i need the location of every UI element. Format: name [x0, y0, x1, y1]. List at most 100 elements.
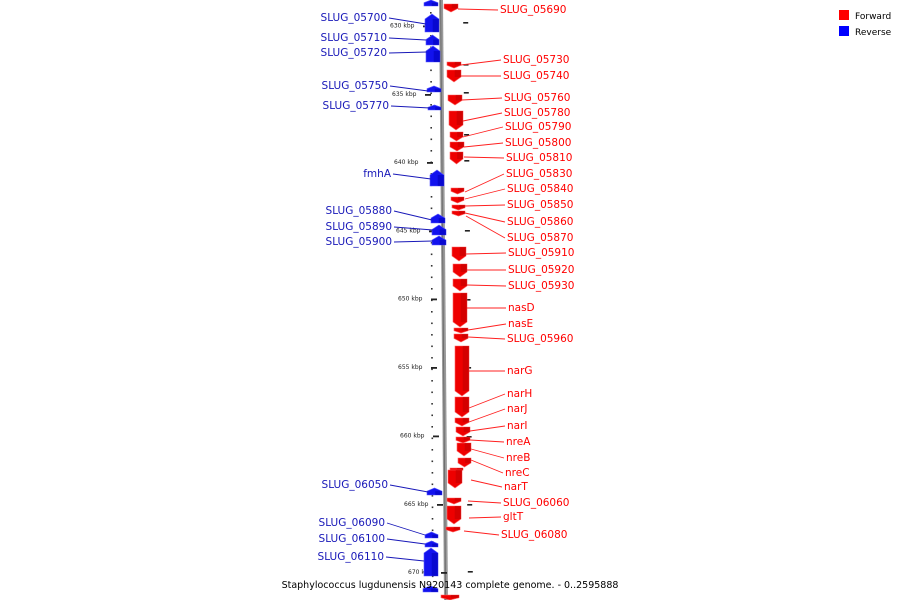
forward-gene-label: nreB — [506, 452, 530, 464]
forward-gene-label: narG — [507, 365, 533, 377]
gene-glyph — [454, 417, 470, 427]
gene-glyph — [457, 457, 472, 468]
reverse-strand-genes: SLUG_05700 SLUG_05710 SLUG_05720 SLUG_05750… — [318, 0, 447, 593]
forward-gene-label: SLUG_05840 — [507, 183, 573, 195]
gene-glyph — [426, 85, 442, 93]
reverse-gene-leader — [388, 37, 427, 41]
genome-backbone — [430, 0, 473, 600]
forward-gene-label: narJ — [507, 403, 528, 415]
forward-gene-leader — [469, 439, 505, 443]
reverse-gene-label: SLUG_05900 — [326, 236, 392, 248]
forward-gene-leader — [457, 8, 499, 11]
forward-gene-label: nasD — [508, 302, 535, 314]
gene-glyph — [452, 278, 468, 292]
forward-gene-leader — [470, 459, 504, 474]
right-tick — [463, 22, 469, 24]
reverse-gene-leader — [388, 17, 427, 25]
gene-glyph — [431, 224, 447, 236]
minor-tick — [430, 69, 432, 72]
gene-glyph — [453, 327, 469, 334]
gene-glyph — [452, 263, 468, 278]
scale-tick-label: 640 kbp — [394, 159, 419, 166]
forward-gene-leader — [466, 284, 507, 287]
minor-tick — [431, 357, 433, 359]
reverse-gene-label: SLUG_05710 — [321, 32, 387, 44]
forward-gene-leader — [463, 142, 504, 148]
gene-glyph — [451, 204, 466, 211]
backbone-edge — [440, 0, 447, 600]
gene-glyph — [431, 235, 447, 246]
scale-tick-mark — [433, 435, 439, 438]
gene-glyph — [429, 169, 445, 187]
reverse-gene-leader — [385, 556, 425, 562]
minor-tick — [431, 449, 434, 451]
minor-tick — [430, 150, 433, 152]
forward-gene-leader — [463, 530, 500, 536]
gene-glyph — [450, 187, 465, 195]
scale-tick-label: 645 kbp — [396, 228, 421, 235]
minor-tick — [430, 81, 432, 83]
right-tick — [467, 504, 473, 506]
reverse-gene-leader — [389, 484, 429, 493]
gene-glyph — [430, 213, 446, 224]
minor-tick — [430, 115, 432, 118]
forward-gene-label: SLUG_05810 — [506, 152, 572, 164]
reverse-gene-label: SLUG_05880 — [326, 205, 392, 217]
minor-tick — [430, 138, 433, 141]
gene-glyph — [453, 333, 469, 343]
minor-tick — [431, 472, 434, 474]
gene-glyph — [449, 131, 464, 142]
scale-tick-label: 635 kbp — [392, 91, 417, 98]
reverse-gene-leader — [386, 522, 426, 536]
forward-gene-label: SLUG_05730 — [503, 54, 569, 66]
gene-glyph — [449, 151, 464, 165]
gene-glyph — [447, 94, 463, 106]
reverse-gene-label: SLUG_05700 — [321, 12, 387, 24]
minor-tick — [431, 483, 434, 486]
minor-tick — [431, 506, 434, 509]
right-tick — [464, 160, 470, 162]
forward-gene-leader — [462, 126, 504, 138]
reverse-gene-leader — [390, 105, 431, 109]
scale-tick-mark — [425, 94, 431, 96]
reverse-gene-leader — [389, 85, 429, 92]
minor-tick — [431, 460, 434, 463]
gene-glyph — [455, 426, 471, 437]
forward-gene-label: SLUG_05960 — [507, 333, 573, 345]
minor-tick — [430, 196, 433, 198]
forward-gene-label: SLUG_05910 — [508, 247, 574, 259]
reverse-gene-label: SLUG_06050 — [322, 479, 388, 491]
gene-glyph — [449, 141, 465, 152]
scale-tick-label: 650 kbp — [398, 296, 423, 303]
forward-gene-leader — [467, 336, 506, 340]
gene-glyph — [454, 345, 470, 397]
forward-gene-label: SLUG_06060 — [503, 497, 569, 509]
minor-tick — [431, 311, 433, 313]
gene-glyph — [454, 396, 470, 418]
gene-glyph — [425, 34, 440, 46]
forward-gene-leader — [460, 59, 502, 66]
gene-glyph — [450, 196, 465, 204]
scale-tick-mark — [431, 367, 437, 369]
forward-gene-label: SLUG_05740 — [503, 70, 569, 82]
forward-gene-leader — [464, 204, 506, 207]
forward-gene-leader — [462, 112, 503, 122]
minor-tick — [431, 414, 433, 417]
minor-tick — [431, 288, 433, 290]
reverse-gene-label: SLUG_05720 — [321, 47, 387, 59]
forward-gene-leader — [463, 156, 505, 159]
minor-tick — [430, 12, 432, 14]
forward-gene-label: gltT — [503, 511, 524, 523]
forward-gene-label: SLUG_05870 — [507, 232, 573, 244]
minor-tick — [431, 529, 434, 532]
legend-label-forward: Forward — [855, 12, 891, 22]
minor-tick — [431, 518, 434, 520]
forward-gene-label: SLUG_05690 — [500, 4, 566, 16]
gene-glyph — [446, 69, 462, 83]
reverse-gene-leader — [386, 538, 426, 545]
minor-tick — [430, 253, 433, 256]
minor-tick — [430, 242, 433, 244]
minor-tick — [431, 403, 433, 405]
gene-glyph — [427, 104, 442, 111]
forward-gene-leader — [467, 323, 507, 331]
